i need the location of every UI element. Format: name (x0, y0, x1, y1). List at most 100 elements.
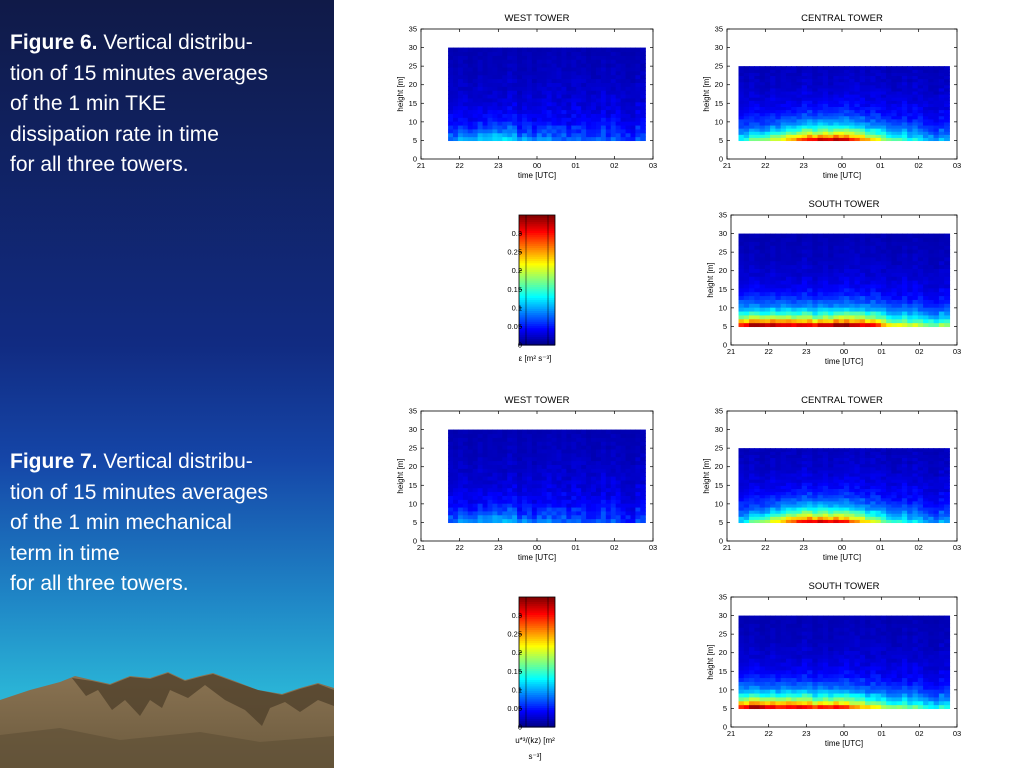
heatmap-cell (796, 115, 803, 120)
heatmap-cell (812, 500, 819, 505)
heatmap-cell (917, 280, 924, 285)
heatmap-cell (749, 112, 755, 117)
heatmap-cell (833, 310, 840, 316)
heatmap-cell (462, 464, 469, 469)
figure-6-caption: Figure 6. Vertical distribu- tion of 15 … (10, 28, 330, 181)
heatmap-cell (807, 264, 813, 269)
heatmap-cell (743, 94, 750, 98)
heatmap-cell (896, 513, 903, 517)
heatmap-cell (586, 487, 592, 493)
heatmap-cell (453, 117, 459, 122)
heatmap-cell (902, 287, 908, 293)
heatmap-cell (743, 510, 750, 514)
heatmap-cell (630, 514, 637, 520)
heatmap-cell (891, 69, 898, 73)
heatmap-cell (738, 322, 745, 328)
heatmap-cell (770, 494, 776, 499)
heatmap-cell (812, 252, 819, 258)
heatmap-cell (531, 445, 538, 450)
heatmap-cell (812, 510, 819, 514)
heatmap-cell (620, 448, 627, 454)
heatmap-cell (620, 136, 627, 142)
heatmap-cell (738, 494, 745, 499)
heatmap-cell (791, 457, 798, 462)
heatmap-cell (630, 483, 637, 489)
heatmap-cell (770, 295, 777, 300)
heatmap-cell (536, 90, 543, 95)
heatmap-cell (581, 117, 587, 122)
heatmap-cell (487, 429, 494, 435)
heatmap-cell (770, 482, 776, 486)
heatmap-cell (615, 429, 622, 435)
heatmap-cell (796, 283, 803, 289)
heatmap-cell (891, 252, 898, 258)
heatmap-cell (600, 78, 607, 83)
heatmap-cell (541, 78, 548, 83)
heatmap-cell (586, 117, 592, 122)
heatmap-cell (833, 109, 840, 114)
heatmap-cell (796, 131, 803, 135)
heatmap-cell (922, 84, 929, 89)
heatmap-cell (870, 314, 877, 320)
heatmap-cell (891, 506, 898, 511)
heatmap-cell (923, 314, 929, 320)
heatmap-cell (615, 105, 622, 111)
heatmap-cell (625, 479, 632, 485)
heatmap-cell (780, 485, 787, 489)
heatmap-cell (822, 516, 829, 520)
heatmap-cell (502, 86, 508, 91)
heatmap-cell (822, 66, 829, 70)
heatmap-cell (556, 456, 563, 462)
heatmap-cell (785, 448, 792, 452)
heatmap-cell (780, 513, 787, 517)
heatmap-cell (780, 488, 787, 493)
heatmap-cell (749, 287, 755, 293)
heatmap-cell (605, 514, 612, 520)
heatmap-cell (880, 260, 887, 266)
heatmap-cell (785, 451, 792, 455)
heatmap-cell (576, 510, 582, 516)
heatmap-cell (843, 109, 850, 114)
heatmap-cell (922, 115, 929, 120)
heatmap-cell (859, 479, 866, 483)
heatmap-cell (512, 464, 518, 469)
heatmap-cell (522, 479, 528, 485)
heatmap-cell (640, 113, 646, 118)
heatmap-cell (522, 101, 528, 107)
heatmap-cell (944, 124, 950, 129)
heatmap-cell (896, 128, 903, 132)
heatmap-cell (801, 87, 808, 92)
heatmap-cell (928, 97, 935, 101)
heatmap-cell (770, 137, 776, 142)
heatmap-cell (775, 303, 782, 308)
heatmap-cell (801, 118, 808, 123)
heatmap-cell (822, 81, 829, 86)
heatmap-cell (812, 479, 819, 483)
heatmap-cell (928, 237, 935, 242)
heatmap-cell (556, 105, 563, 111)
heatmap-cell (591, 105, 597, 111)
heatmap-cell (865, 283, 871, 289)
heatmap-cell (610, 105, 617, 111)
heatmap-cell (791, 249, 798, 254)
heatmap-cell (507, 124, 513, 130)
heatmap-cell (630, 433, 637, 438)
heatmap-cell (891, 264, 898, 269)
heatmap-cell (775, 310, 782, 316)
heatmap-cell (754, 466, 761, 471)
heatmap-cell (566, 445, 572, 450)
heatmap-cell (605, 491, 612, 496)
heatmap-cell (738, 466, 745, 471)
heatmap-cell (917, 128, 924, 132)
heatmap-cell (635, 109, 641, 114)
heatmap-cell (517, 74, 523, 80)
heatmap-cell (838, 472, 845, 477)
heatmap-cell (880, 245, 887, 250)
heatmap-cell (801, 291, 808, 297)
heatmap-cell (764, 90, 771, 95)
heatmap-cell (896, 272, 903, 277)
heatmap-cell (497, 429, 503, 435)
heatmap-cell (807, 295, 813, 300)
heatmap-cell (843, 106, 850, 111)
heatmap-cell (817, 485, 824, 489)
